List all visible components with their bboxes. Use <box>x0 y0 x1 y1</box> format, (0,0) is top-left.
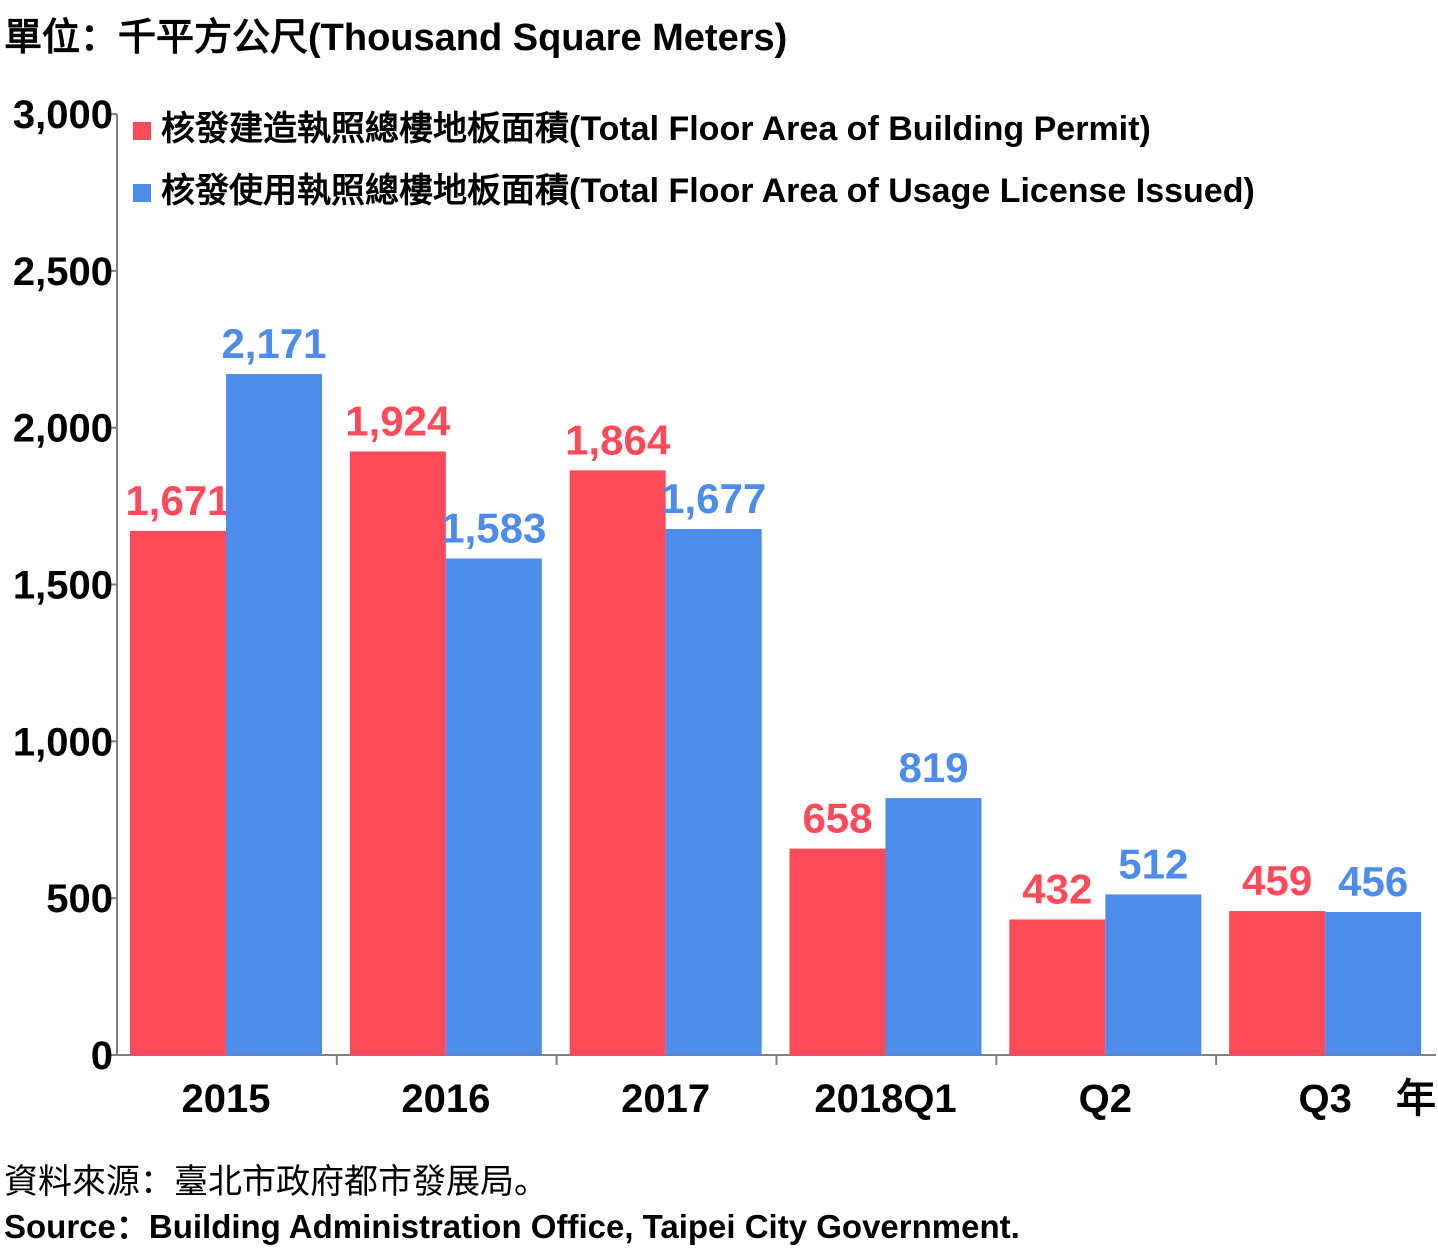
y-tick-label: 1,000 <box>13 720 113 764</box>
data-label: 819 <box>898 744 968 791</box>
bar-building-permit <box>1229 911 1326 1055</box>
bar-building-permit <box>569 470 666 1056</box>
bar-usage-license <box>226 374 322 1055</box>
x-category-label: 2017 <box>621 1077 710 1121</box>
y-tick-label: 2,500 <box>13 250 113 294</box>
x-category-label: Q3 <box>1298 1077 1351 1121</box>
data-label: 1,583 <box>441 504 546 551</box>
data-label: 1,671 <box>125 477 230 524</box>
bar-usage-license <box>885 798 982 1055</box>
x-category-label: 2015 <box>182 1077 271 1121</box>
y-tick-label: 2,000 <box>13 407 113 451</box>
data-label: 456 <box>1338 858 1408 905</box>
legend-swatch-usage-license <box>133 184 151 202</box>
source-en: Source：Building Administration Office, T… <box>4 1208 1020 1245</box>
y-tick-label: 1,500 <box>13 564 113 608</box>
legend-label-usage-license: 核發使用執照總樓地板面積(Total Floor Area of Usage L… <box>161 172 1255 210</box>
data-label: 658 <box>802 795 872 842</box>
data-label: 432 <box>1022 865 1092 912</box>
y-tick-label: 3,000 <box>13 93 113 137</box>
bar-building-permit <box>789 848 886 1055</box>
bar-building-permit <box>130 530 226 1055</box>
legend-swatch-building-permit <box>133 122 151 140</box>
bar-usage-license <box>1325 911 1422 1055</box>
bar-building-permit <box>1009 919 1106 1055</box>
data-label: 459 <box>1242 857 1312 904</box>
data-label: 1,924 <box>345 398 451 445</box>
legend-label-building-permit: 核發建造執照總樓地板面積(Total Floor Area of Buildin… <box>161 110 1151 148</box>
y-tick-label: 0 <box>91 1034 113 1078</box>
x-axis-unit-label: 年 <box>1396 1077 1436 1121</box>
bar-usage-license <box>445 558 542 1055</box>
x-category-label: 2018Q1 <box>814 1077 956 1121</box>
y-tick-label: 500 <box>46 877 113 921</box>
x-category-label: 2016 <box>401 1077 490 1121</box>
data-label: 1,864 <box>565 416 671 463</box>
data-label: 512 <box>1118 840 1188 887</box>
x-category-label: Q2 <box>1079 1077 1132 1121</box>
source-zh: 資料來源：臺北市政府都市發展局。 <box>4 1163 548 1201</box>
data-label: 1,677 <box>661 475 766 522</box>
bar-usage-license <box>1105 894 1202 1055</box>
data-label: 2,171 <box>221 320 326 367</box>
unit-label: 單位：千平方公尺(Thousand Square Meters) <box>4 17 788 59</box>
bar-usage-license <box>665 528 762 1055</box>
bar-building-permit <box>349 451 446 1055</box>
